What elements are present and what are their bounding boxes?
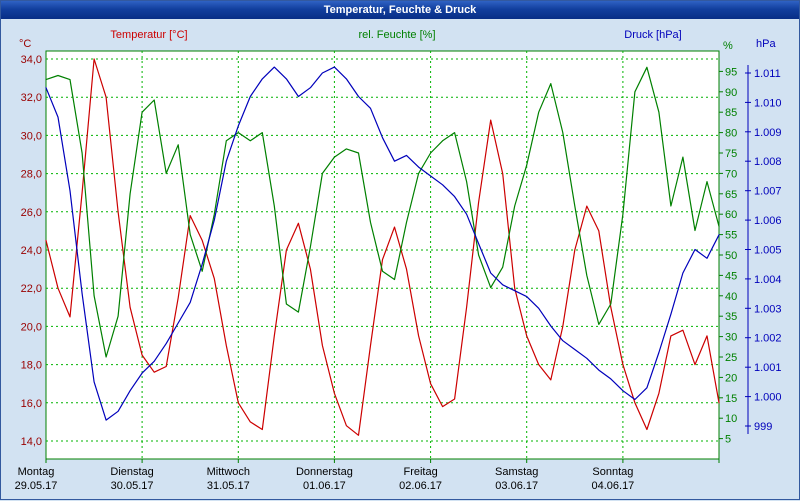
pressure-tick-label: 999 [754,421,772,433]
humidity-tick-label: 80 [725,128,737,140]
humidity-tick-label: 15 [725,393,737,405]
day-name-label: Mittwoch [207,466,250,478]
pressure-tick-label: 1.000 [754,392,782,404]
pressure-tick-label: 1.002 [754,333,782,345]
legend-pressure: Druck [hPa] [624,29,681,41]
humidity-tick-label: 55 [725,230,737,242]
day-name-label: Samstag [495,466,538,478]
humidity-tick-label: 95 [725,66,737,78]
temperature-tick-label: 32,0 [21,92,42,104]
temperature-tick-label: 28,0 [21,169,42,181]
pressure-tick-label: 1.006 [754,215,782,227]
humidity-tick-label: 75 [725,148,737,160]
humidity-tick-label: 60 [725,209,737,221]
pressure-tick-label: 1.008 [754,156,782,168]
temperature-tick-label: 14,0 [21,436,42,448]
humidity-tick-label: 40 [725,291,737,303]
pressure-tick-label: 1.009 [754,127,782,139]
plot-background [46,51,719,459]
temperature-tick-label: 26,0 [21,207,42,219]
pressure-tick-label: 1.011 [754,68,781,80]
window-title: Temperatur, Feuchte & Druck [324,4,477,16]
temperature-tick-label: 24,0 [21,245,42,257]
day-date-label: 29.05.17 [15,480,58,492]
humidity-tick-label: 45 [725,270,737,282]
pressure-tick-label: 1.005 [754,245,782,257]
plot-area: 95 90 85 80 75 70 65 60 55 50 45 40 35 30 25 20 15 10 5 1.0… [15,51,782,492]
day-date-label: 01.06.17 [303,480,346,492]
humidity-tick-label: 90 [725,87,737,99]
temperature-axis-unit: °C [19,38,31,50]
pressure-tick-label: 1.003 [754,303,782,315]
humidity-tick-label: 65 [725,189,737,201]
pressure-tick-label: 1.010 [754,97,782,109]
legend-humidity: rel. Feuchte [%] [358,29,435,41]
day-name-label: Sonntag [592,466,633,478]
humidity-tick-label: 70 [725,168,737,180]
day-name-label: Montag [18,466,55,478]
day-date-label: 30.05.17 [111,480,154,492]
humidity-tick-label: 5 [725,434,731,446]
humidity-tick-label: 20 [725,372,737,384]
temperature-tick-label: 16,0 [21,398,42,410]
pressure-tick-label: 1.007 [754,186,782,198]
humidity-tick-label: 25 [725,352,737,364]
humidity-tick-label: 30 [725,332,737,344]
humidity-axis-unit: % [723,40,733,52]
temperature-tick-label: 34,0 [21,54,42,66]
day-date-label: 04.06.17 [591,480,634,492]
humidity-tick-label: 10 [725,413,737,425]
temperature-tick-label: 22,0 [21,283,42,295]
temperature-tick-label: 18,0 [21,360,42,372]
pressure-tick-label: 1.004 [754,274,782,286]
humidity-tick-label: 50 [725,250,737,262]
day-name-label: Freitag [403,466,437,478]
humidity-tick-label: 35 [725,311,737,323]
temperature-tick-label: 30,0 [21,130,42,142]
temperature-tick-label: 20,0 [21,321,42,333]
humidity-tick-label: 85 [725,107,737,119]
day-date-label: 31.05.17 [207,480,250,492]
pressure-tick-label: 1.001 [754,362,782,374]
pressure-axis-unit: hPa [756,38,776,50]
day-date-label: 02.06.17 [399,480,442,492]
weather-chart: Temperatur [°C] rel. Feuchte [%] Druck [… [1,19,800,501]
day-name-label: Donnerstag [296,466,353,478]
day-date-label: 03.06.17 [495,480,538,492]
day-name-label: Dienstag [110,466,153,478]
legend-temperature: Temperatur [°C] [110,29,187,41]
title-bar: Temperatur, Feuchte & Druck [1,1,799,19]
